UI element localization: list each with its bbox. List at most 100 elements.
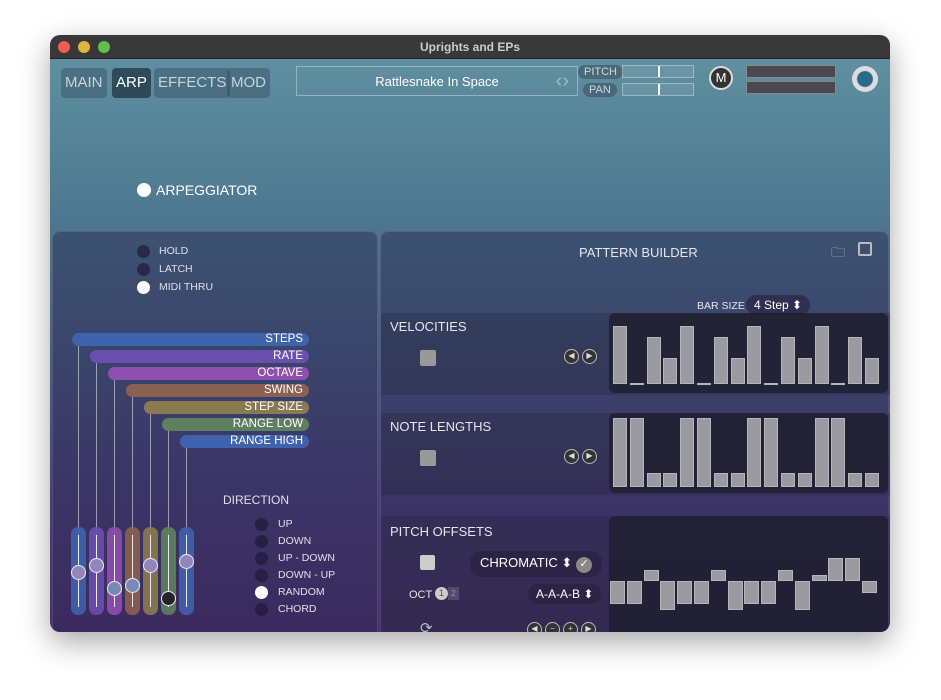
chart-bar[interactable] xyxy=(764,418,779,487)
shift-right-button[interactable]: ▶ xyxy=(582,349,597,364)
chart-bar[interactable] xyxy=(781,473,795,487)
chart-bar[interactable] xyxy=(680,418,695,487)
note-lengths-chart[interactable] xyxy=(609,413,888,493)
chart-bar[interactable] xyxy=(663,357,678,384)
direction-radio[interactable] xyxy=(255,569,268,582)
chart-bar[interactable] xyxy=(730,473,745,487)
pitch-offset-bar[interactable] xyxy=(660,581,676,610)
chart-bar[interactable] xyxy=(747,326,762,384)
option-toggle[interactable] xyxy=(137,245,150,258)
direction-radio[interactable] xyxy=(255,586,268,599)
param-bar-steps[interactable]: STEPS xyxy=(72,333,309,346)
oct-option-2[interactable]: 2 xyxy=(448,587,459,600)
preset-selector[interactable]: Rattlesnake In Space ‹› xyxy=(296,66,578,96)
chart-bar[interactable] xyxy=(848,337,863,384)
pitch-offset-bar[interactable] xyxy=(811,575,827,581)
chart-bar[interactable] xyxy=(713,337,728,384)
option-toggle[interactable] xyxy=(137,281,150,294)
param-slider[interactable] xyxy=(143,527,158,615)
shift-left-button[interactable]: ◀ xyxy=(527,622,542,632)
pitch-offset-bar[interactable] xyxy=(845,558,861,581)
chart-bar[interactable] xyxy=(797,357,812,384)
shift-left-button[interactable]: ◀ xyxy=(564,349,579,364)
param-slider[interactable] xyxy=(179,527,194,615)
direction-radio[interactable] xyxy=(255,603,268,616)
pitch-offset-bar[interactable] xyxy=(727,581,743,610)
chart-bar[interactable] xyxy=(629,418,644,487)
param-bar-step-size[interactable]: STEP SIZE xyxy=(144,401,309,414)
slider-handle[interactable] xyxy=(107,580,122,596)
pitch-offset-bar[interactable] xyxy=(862,581,877,593)
chart-bar[interactable] xyxy=(646,337,661,384)
slider-handle[interactable] xyxy=(143,557,158,573)
minus-button[interactable]: − xyxy=(545,622,560,632)
chart-bar[interactable] xyxy=(680,326,695,384)
mono-button[interactable]: M xyxy=(709,66,733,90)
option-toggle[interactable] xyxy=(137,263,150,276)
pitch-offset-bar[interactable] xyxy=(710,569,726,581)
close-button[interactable] xyxy=(58,41,70,53)
pitch-slider[interactable] xyxy=(622,65,694,78)
pitch-offset-bar[interactable] xyxy=(778,569,793,581)
chart-bar[interactable] xyxy=(865,473,879,487)
plus-button[interactable]: + xyxy=(563,622,578,632)
pitch-offset-bar[interactable] xyxy=(626,581,642,604)
chart-bar[interactable] xyxy=(697,383,711,385)
pitch-offset-bar[interactable] xyxy=(794,581,810,610)
param-slider[interactable] xyxy=(107,527,122,615)
chart-bar[interactable] xyxy=(797,473,812,487)
zoom-button[interactable] xyxy=(98,41,110,53)
chart-bar[interactable] xyxy=(663,473,678,487)
chart-bar[interactable] xyxy=(629,383,644,385)
chart-bar[interactable] xyxy=(747,418,762,487)
param-bar-swing[interactable]: SWING xyxy=(126,384,309,397)
check-icon[interactable]: ✓ xyxy=(575,557,592,573)
tab-arp[interactable]: ARP xyxy=(112,68,151,98)
direction-radio[interactable] xyxy=(255,518,268,531)
chart-bar[interactable] xyxy=(764,383,779,385)
tab-main[interactable]: MAIN xyxy=(61,68,107,98)
pitch-offset-bar[interactable] xyxy=(761,581,777,604)
pitch-offset-bar[interactable] xyxy=(828,558,844,581)
shift-left-button[interactable]: ◀ xyxy=(564,449,579,464)
chart-bar[interactable] xyxy=(781,337,795,384)
param-slider[interactable] xyxy=(71,527,86,615)
randomize-dice-icon[interactable] xyxy=(420,350,436,366)
chart-bar[interactable] xyxy=(831,383,846,385)
pattern-select[interactable]: A-A-A-B ⬍ xyxy=(528,584,602,604)
chart-bar[interactable] xyxy=(613,326,627,384)
param-bar-range-high[interactable]: RANGE HIGH xyxy=(180,435,309,448)
chart-bar[interactable] xyxy=(697,418,711,487)
velocities-chart[interactable] xyxy=(609,313,888,393)
refresh-icon[interactable]: ⟳ xyxy=(420,620,433,632)
param-bar-octave[interactable]: OCTAVE xyxy=(108,367,309,380)
slider-handle[interactable] xyxy=(89,557,104,573)
param-bar-rate[interactable]: RATE xyxy=(90,350,309,363)
oct-option-1[interactable]: 1 xyxy=(435,587,448,600)
pan-slider[interactable] xyxy=(622,83,694,96)
preset-prev-next-icon[interactable]: ‹› xyxy=(555,70,569,92)
direction-radio[interactable] xyxy=(255,535,268,548)
chart-bar[interactable] xyxy=(814,418,829,487)
chart-bar[interactable] xyxy=(613,418,627,487)
chart-bar[interactable] xyxy=(713,473,728,487)
randomize-dice-icon[interactable] xyxy=(420,555,435,570)
pitch-offset-bar[interactable] xyxy=(610,581,625,604)
chart-bar[interactable] xyxy=(865,357,879,384)
chart-bar[interactable] xyxy=(814,326,829,384)
bar-size-select[interactable]: 4 Step ⬍ xyxy=(746,295,811,315)
chart-bar[interactable] xyxy=(646,473,661,487)
slider-handle[interactable] xyxy=(71,565,86,581)
chart-bar[interactable] xyxy=(848,473,863,487)
pitch-offsets-chart[interactable] xyxy=(609,516,888,632)
randomize-dice-icon[interactable] xyxy=(420,450,436,466)
pitch-offset-bar[interactable] xyxy=(694,581,709,604)
tab-effects[interactable]: EFFECTS xyxy=(154,68,231,98)
folder-open-icon[interactable]: 🗀 xyxy=(831,244,845,260)
chart-bar[interactable] xyxy=(831,418,846,487)
direction-radio[interactable] xyxy=(255,552,268,565)
shift-right-button[interactable]: ▶ xyxy=(581,622,596,632)
pitch-offset-bar[interactable] xyxy=(744,581,760,604)
arpeggiator-toggle[interactable] xyxy=(137,183,151,197)
param-slider[interactable] xyxy=(125,527,140,615)
